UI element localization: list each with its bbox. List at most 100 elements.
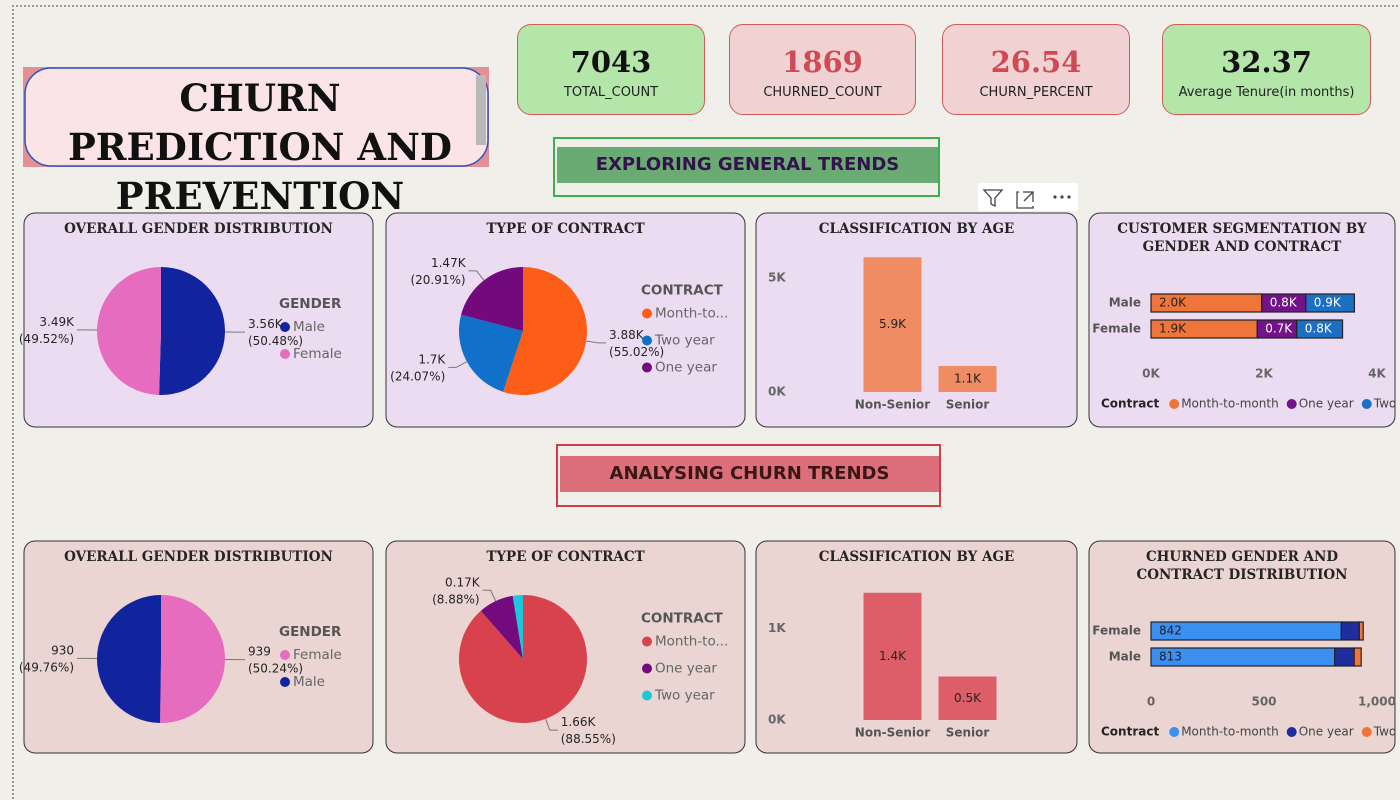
bar-segment [1340,621,1360,641]
x-tick-label: 1,000 [1358,695,1396,709]
bar [863,592,922,720]
data-label: 0.8K [1270,296,1298,310]
data-label: 842 [1159,624,1182,638]
legend-marker [1361,399,1372,409]
leader-line [482,589,497,602]
kpi-value: 32.37 [1221,45,1312,79]
section-banner: EXPLORING GENERAL TRENDS [553,137,940,197]
legend-title: CONTRACT [641,283,724,299]
legend-marker [1286,727,1297,737]
data-label: 3.49K (49.52%) [19,314,75,345]
x-tick-label: 0 [1147,695,1155,709]
legend-label: Two year [654,688,715,704]
bar [938,676,997,720]
legend-label: Female [293,647,342,663]
pie-slice [503,267,587,396]
legend-marker [642,335,652,346]
data-label: 1.1K [954,371,982,385]
filter-icon[interactable] [982,189,1004,208]
legend-label: Two year [1373,725,1400,739]
bar-segment [1305,293,1356,313]
data-label: 0.9K [1314,296,1342,310]
kpi-label: CHURN_PERCENT [979,85,1093,100]
more-icon[interactable] [1053,195,1071,199]
y-tick-label: 0K [768,385,786,399]
data-label: 939 (50.24%) [248,644,303,675]
pie-slice [461,267,523,331]
legend-title: Contract [1101,397,1159,411]
legend-label: Month-to-month [1181,725,1279,739]
data-label: 0.7K [1265,322,1293,336]
data-label: 1.66K (88.55%) [561,715,616,746]
legend-label: Two year [1373,397,1400,411]
chart-title: CLASSIFICATION BY AGE [818,549,1015,565]
x-tick-label: 0K [1142,367,1160,381]
legend-label: One year [655,360,717,376]
chart-title: CLASSIFICATION BY AGE [818,221,1015,237]
legend-label: One year [655,661,717,677]
legend-title: GENDER [279,624,342,640]
legend-marker [280,322,290,332]
legend-marker [280,677,290,687]
data-label: 2.0K [1159,296,1187,310]
y-tick-label: Male [1109,650,1141,664]
pie-slice [160,595,226,723]
page-border [12,5,1398,799]
legend-marker [1169,399,1180,409]
chart-title: OVERALL GENDER DISTRIBUTION [64,221,333,237]
chart-title: TYPE OF CONTRACT [486,221,645,237]
data-label: 0.17K (8.88%) [432,575,481,606]
legend-label: Female [293,346,342,362]
legend-title: Contract [1101,725,1159,739]
pie-slice [159,267,225,395]
pie-slice [480,595,523,659]
header-box [24,67,489,167]
bar-segment [1353,647,1362,667]
x-tick-label: 2K [1255,367,1273,381]
data-label: 930 (49.76%) [19,643,74,674]
x-tick-label: Non-Senior [855,726,930,740]
kpi-card: 7043 TOTAL_COUNT [517,24,705,115]
data-label: 3.88K (55.02%) [609,327,664,358]
kpi-card: 32.37 Average Tenure(in months) [1162,24,1371,115]
legend-label: Month-to... [655,634,728,650]
pie-slice [96,267,161,395]
legend-label: Male [293,319,325,335]
kpi-label: TOTAL_COUNT [563,85,659,100]
legend-marker [642,663,652,674]
legend-marker [642,362,652,373]
kpi-value: 26.54 [990,45,1082,79]
data-label: 5.9K [879,317,907,331]
y-tick-label: Female [1092,624,1141,638]
pie-slice [512,595,523,659]
data-label: 813 [1159,650,1182,664]
bar-segment [1334,647,1355,667]
legend-marker [1169,727,1180,737]
section-banner: ANALYSING CHURN TRENDS [556,444,941,507]
legend-marker [642,636,652,647]
legend-marker [1361,727,1372,737]
leader-line [468,270,485,281]
data-label: 1.9K [1159,322,1187,336]
data-label: 0.5K [954,691,982,705]
y-tick-label: Male [1109,296,1141,310]
legend-label: Month-to-month [1181,397,1279,411]
kpi-value: 7043 [570,45,652,79]
legend-marker [280,349,290,359]
header-title: CHURN PREDICTION AND PREVENTION [67,76,452,218]
legend-label: One year [1299,397,1354,411]
kpi-value: 1869 [782,45,863,79]
bar-segment [1296,319,1344,339]
kpi-label: CHURNED_COUNT [763,85,882,100]
legend-title: GENDER [279,296,342,312]
x-tick-label: Non-Senior [855,398,930,412]
focus-icon[interactable] [1016,191,1034,209]
chart-title: OVERALL GENDER DISTRIBUTION [64,549,333,565]
legend-label: Month-to... [655,306,728,322]
data-label: 1.7K (24.07%) [390,352,446,383]
data-label: 0.8K [1305,322,1333,336]
leader-line [448,361,468,368]
legend-marker [642,308,652,319]
data-label: 1.47K (20.91%) [410,255,466,286]
